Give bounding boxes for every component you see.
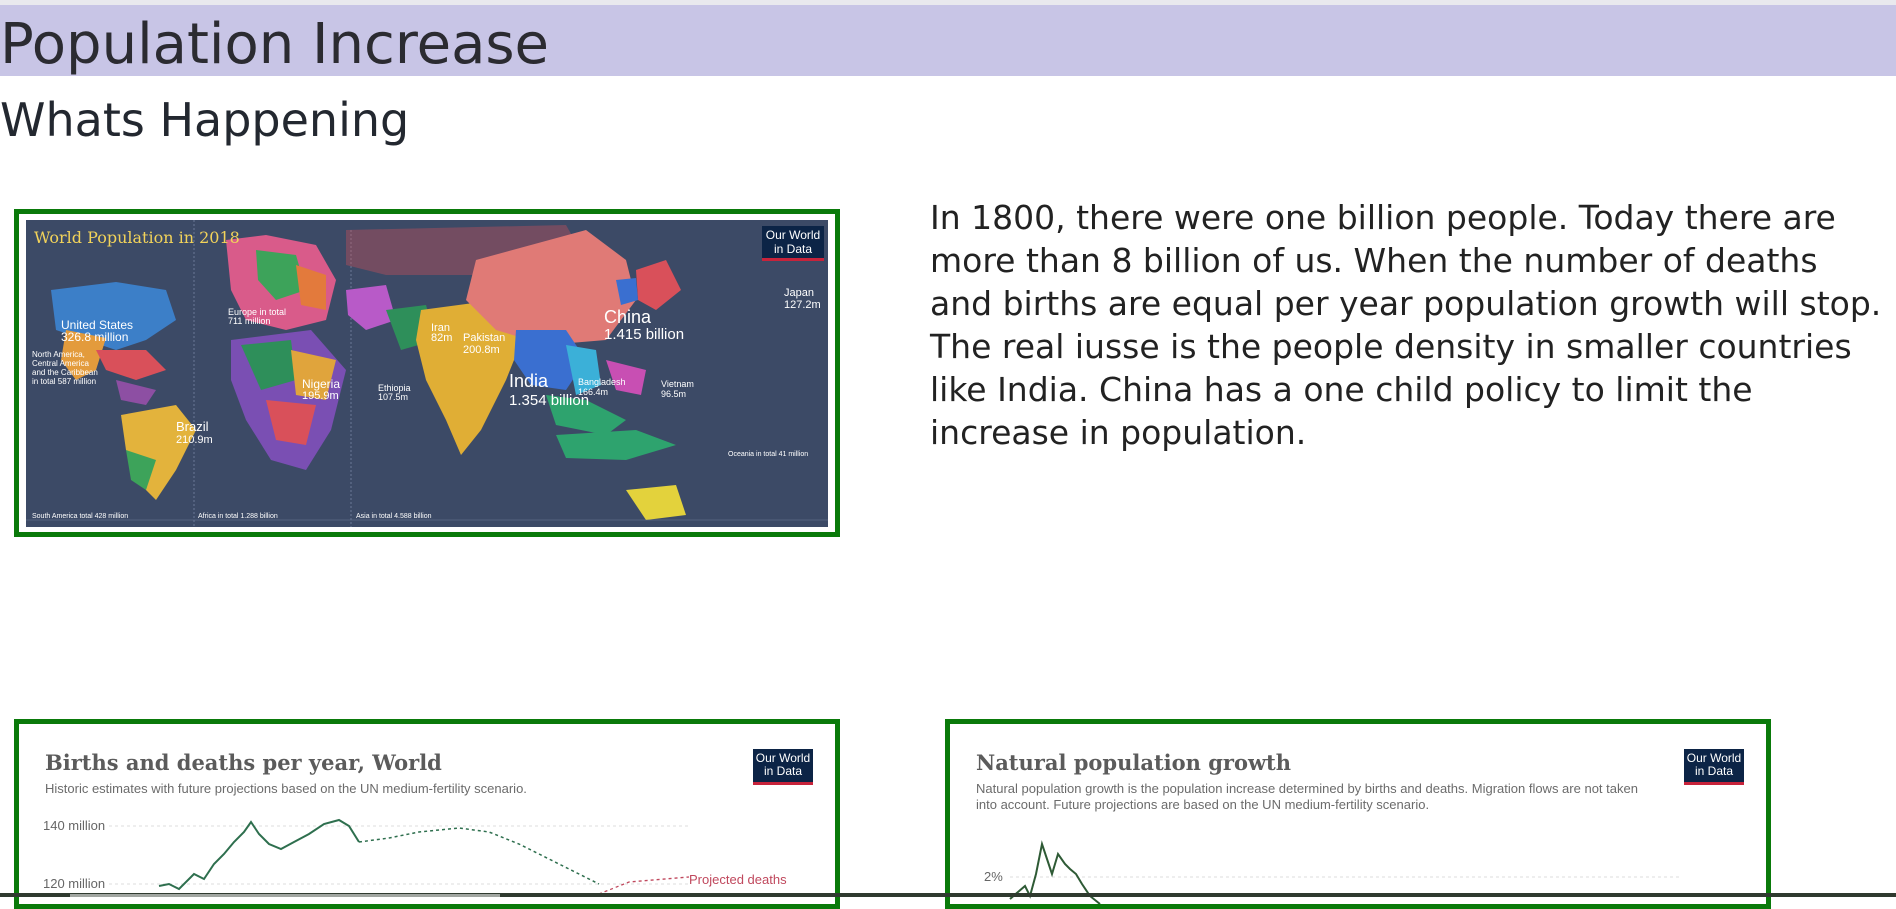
map-label-india-pop: 1.354 billion xyxy=(509,392,590,409)
growth-line xyxy=(1009,840,1101,904)
map-label-europe-pop: 711 million xyxy=(228,316,271,326)
map-label-bangladesh-pop: 166.4m xyxy=(578,387,609,397)
map-title: World Population in 2018 xyxy=(34,228,240,247)
top-border xyxy=(0,0,1896,5)
map-label-nigeria: Nigeria xyxy=(302,377,341,391)
y-tick-140-million: 140 million xyxy=(43,818,105,833)
map-label-vietnam: Vietnam xyxy=(661,379,694,389)
title-banner xyxy=(0,5,1896,76)
owid-logo: Our World in Data xyxy=(753,749,813,785)
owid-logo: Our World in Data xyxy=(1684,749,1744,785)
map-label-ethiopia-pop: 107.5m xyxy=(378,392,409,402)
map-label-japan: Japan xyxy=(784,287,814,299)
natural-growth-chart-image: Natural population growth Natural popula… xyxy=(945,719,1771,909)
map-label-us: United States xyxy=(61,318,134,332)
births-deaths-plot: 140 million 120 million Projected deaths xyxy=(43,818,787,895)
chart-title-natural-growth: Natural population growth xyxy=(976,750,1292,775)
map-label-china-pop: 1.415 billion xyxy=(604,326,685,343)
chart-subtitle-births-deaths: Historic estimates with future projectio… xyxy=(45,781,527,796)
section-title: Whats Happening xyxy=(0,93,410,147)
map-label-brazil-pop: 210.9m xyxy=(176,434,213,446)
map-label-india: India xyxy=(509,371,549,391)
map-label-europe: Europe in total xyxy=(228,307,287,317)
world-population-map-image: World Population in 2018 Our World in Da… xyxy=(14,209,840,537)
map-label-north-america: North America, Central America and the C… xyxy=(32,350,98,386)
cartogram-shapes xyxy=(26,220,828,527)
map-label-pakistan: Pakistan xyxy=(463,332,506,344)
map-label-vietnam-pop: 96.5m xyxy=(661,389,687,399)
page-title: Population Increase xyxy=(0,12,550,77)
intro-paragraph: In 1800, there were one billion people. … xyxy=(930,198,1882,452)
y-tick-120-million: 120 million xyxy=(43,876,105,891)
map-label-china: China xyxy=(604,307,652,327)
map-label-iran-pop: 82m xyxy=(431,332,453,344)
map-label-asia-total: Asia in total 4.588 billion xyxy=(356,513,432,520)
map-label-ethiopia: Ethiopia xyxy=(378,383,411,393)
births-line xyxy=(158,818,360,891)
map-label-iran: Iran xyxy=(431,322,450,334)
deaths-projection-line xyxy=(598,876,690,895)
map-label-pakistan-pop: 200.8m xyxy=(463,344,500,356)
bottom-scrollbar-thumb[interactable] xyxy=(70,894,500,897)
map-label-japan-pop: 127.2m xyxy=(784,299,821,311)
map-label-south-america-total: South America total 428 million xyxy=(32,513,129,520)
births-deaths-chart-image: Births and deaths per year, World Histor… xyxy=(14,719,840,909)
map-label-nigeria-pop: 195.9m xyxy=(302,390,339,402)
owid-logo: Our World in Data xyxy=(762,226,824,261)
bottom-scrollbar-track[interactable] xyxy=(0,893,1896,897)
chart-subtitle-natural-growth: Natural population growth is the populat… xyxy=(976,781,1638,812)
map-label-brazil: Brazil xyxy=(176,419,209,434)
map-label-africa-total: Africa in total 1.288 billion xyxy=(198,513,278,520)
y-tick-2-percent: 2% xyxy=(984,869,1003,884)
map-label-bangladesh: Bangladesh xyxy=(578,377,626,387)
chart-title-births-deaths: Births and deaths per year, World xyxy=(45,750,442,775)
births-projection-line xyxy=(358,827,600,885)
map-canvas: World Population in 2018 Our World in Da… xyxy=(26,220,828,527)
map-label-oceania-total: Oceania in total 41 million xyxy=(728,451,809,458)
projected-deaths-label: Projected deaths xyxy=(689,872,787,887)
natural-growth-plot: 2% xyxy=(984,840,1680,904)
map-label-us-pop: 326.8 million xyxy=(61,330,129,344)
